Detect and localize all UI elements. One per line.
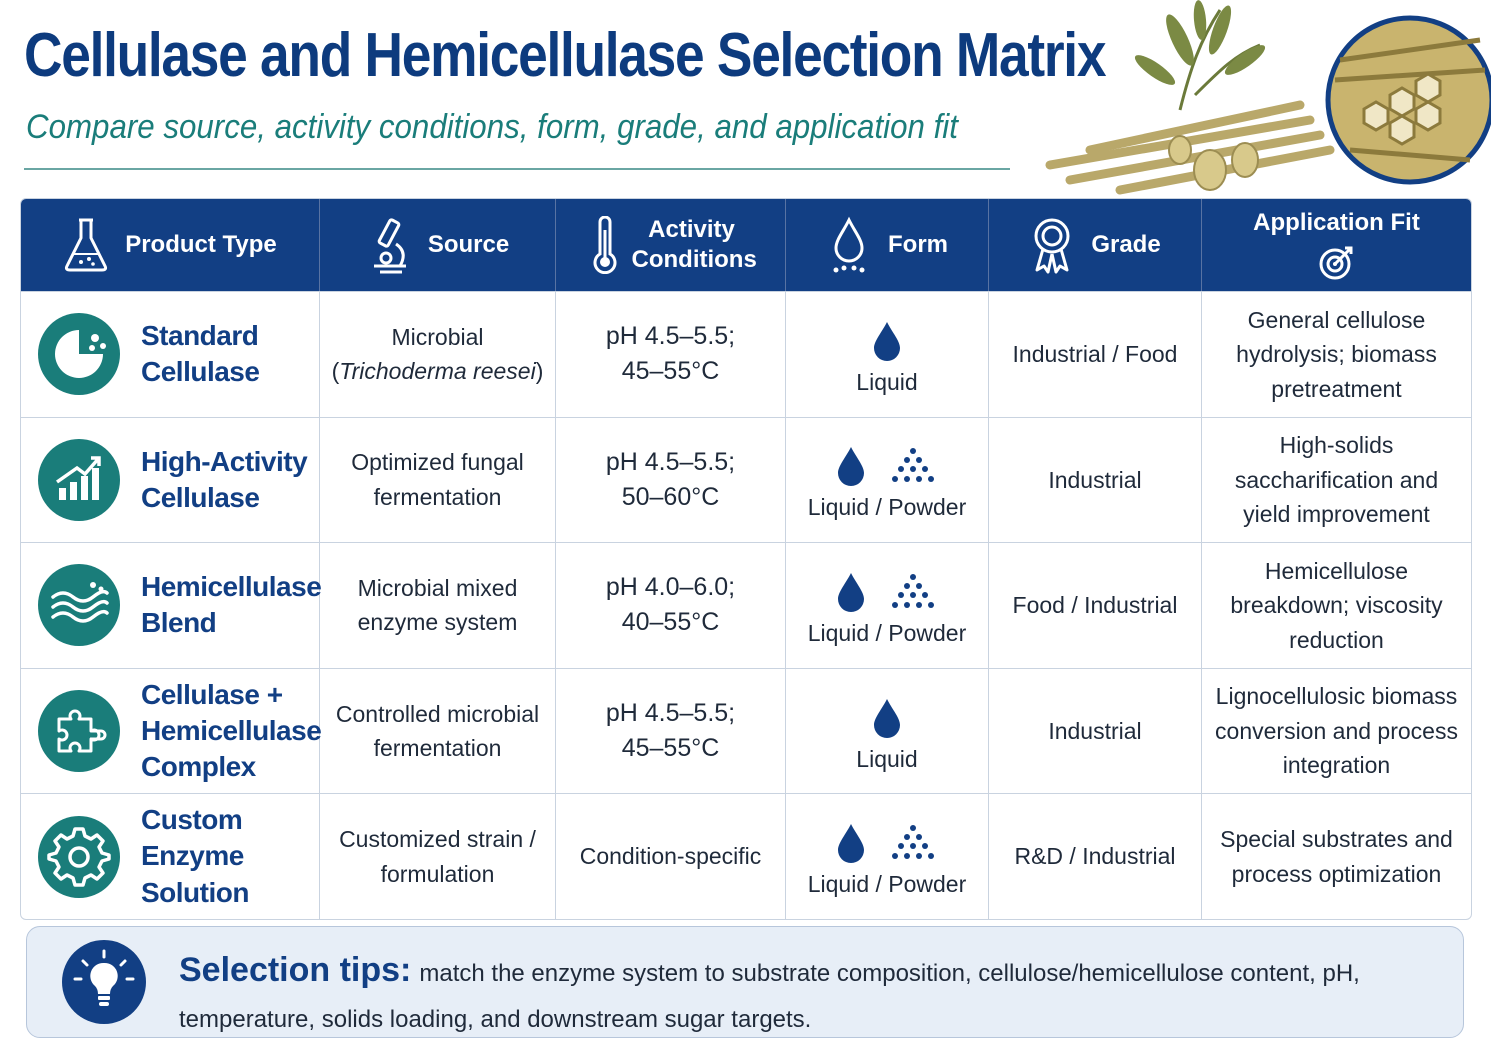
- droplet-icon: [872, 321, 902, 361]
- form-label: Liquid / Powder: [807, 494, 967, 521]
- award-ribbon-icon: [1034, 218, 1070, 274]
- product-type-cell: Standard Cellulase: [21, 292, 320, 417]
- pie-enzyme-icon: [38, 313, 120, 396]
- table-row: Custom Enzyme Solution Customized strain …: [21, 793, 1471, 919]
- application-fit-cell: High-solids saccharification and yield imp…: [1234, 432, 1439, 528]
- gear-icon: [38, 815, 120, 898]
- grade-cell: Food / Industrial: [989, 543, 1202, 668]
- powder-icon: [888, 823, 938, 863]
- source-cell: Microbial mixed enzyme system: [320, 543, 556, 668]
- application-fit-cell: Special substrates and process optimizati…: [1220, 826, 1453, 887]
- tips-body: match the enzyme system to substrate com…: [179, 960, 1360, 1034]
- growth-chart-icon: [38, 438, 120, 521]
- form-label: Liquid / Powder: [807, 619, 967, 646]
- selection-tips-box: Selection tips: match the enzyme system t…: [26, 926, 1464, 1038]
- form-label: Liquid: [856, 745, 918, 772]
- table-row: Hemicellulase Blend Microbial mixed enzyme…: [21, 542, 1471, 668]
- activity-conditions-cell: pH 4.5–5.5; 50–60°C: [556, 417, 786, 543]
- source-cell: Customized strain / formulation: [320, 794, 556, 919]
- grade-cell: Industrial / Food: [989, 292, 1202, 417]
- header-application-fit: Application Fit: [1202, 199, 1471, 291]
- puzzle-icon: [38, 690, 120, 773]
- activity-conditions-cell: pH 4.5–5.5; 45–55°C: [556, 292, 786, 417]
- activity-conditions-cell: Condition-specific: [556, 794, 786, 919]
- activity-conditions-cell: pH 4.5–5.5; 45–55°C: [556, 668, 786, 794]
- product-name: Cellulase + Hemicellulase Complex: [141, 679, 322, 782]
- header-label: Grade: [1091, 231, 1161, 258]
- application-fit-cell: General cellulose hydrolysis; biomass pret…: [1236, 306, 1437, 402]
- form-cell: Liquid / Powder: [786, 417, 989, 543]
- powder-icon: [888, 572, 938, 612]
- source-cell: Optimized fungal fermentation: [320, 417, 556, 543]
- header-form: Form: [786, 199, 989, 291]
- droplet-icon: [836, 823, 866, 863]
- source-cell: Microbial (Trichoderma reesei): [320, 292, 556, 417]
- form-cell: Liquid / Powder: [786, 794, 989, 919]
- application-fit-cell: Hemicellulose breakdown; viscosity reducti…: [1230, 557, 1443, 653]
- source-cell: Controlled microbial fermentation: [320, 668, 556, 794]
- table-row: Cellulase + Hemicellulase Complex Controll…: [21, 667, 1471, 794]
- table-header-row: Product Type Source Activity Conditions: [21, 199, 1471, 291]
- microscope-icon: [373, 218, 406, 274]
- form-label: Liquid: [856, 368, 918, 395]
- product-name: Custom Enzyme Solution: [141, 804, 249, 908]
- application-fit-cell: Lignocellulosic biomass conversion and pr…: [1215, 683, 1458, 779]
- title-divider: [24, 168, 1010, 170]
- lightbulb-icon: [62, 940, 146, 1024]
- product-type-cell: Custom Enzyme Solution: [21, 794, 320, 919]
- grade-cell: Industrial: [989, 417, 1202, 543]
- product-name: Standard Cellulase: [141, 319, 260, 388]
- activity-conditions-cell: pH 4.0–6.0; 40–55°C: [556, 543, 786, 668]
- header-label: Activity Conditions: [631, 216, 757, 273]
- product-name: Hemicellulase Blend: [141, 571, 322, 639]
- tips-text: Selection tips: match the enzyme system t…: [179, 941, 1379, 1041]
- form-cell: Liquid / Powder: [786, 543, 989, 668]
- product-type-cell: Cellulase + Hemicellulase Complex: [21, 668, 322, 794]
- header-source: Source: [320, 199, 556, 291]
- header-label: Source: [427, 231, 510, 258]
- droplet-icon: [836, 446, 866, 486]
- table-row: High-Activity Cellulase Optimized fungal f…: [21, 416, 1471, 543]
- tips-label: Selection tips:: [179, 951, 412, 989]
- waves-icon: [38, 564, 120, 647]
- thermometer-icon: [593, 216, 616, 274]
- header-product-type: Product Type: [21, 199, 320, 291]
- form-cell: Liquid: [786, 668, 989, 794]
- table-row: Standard Cellulase Microbial (Trichoderma …: [21, 291, 1471, 417]
- page-title: Cellulase and Hemicellulase Selection Ma…: [24, 21, 1106, 90]
- target-icon: [1319, 246, 1352, 280]
- product-name: High-Activity Cellulase: [141, 445, 308, 513]
- header-label: Form: [888, 231, 948, 258]
- droplet-icon: [833, 216, 865, 273]
- page-subtitle: Compare source, activity conditions, for…: [26, 108, 958, 146]
- biomass-illustration: [1045, 0, 1491, 195]
- header-grade: Grade: [989, 199, 1202, 291]
- selection-matrix-table: Product Type Source Activity Conditions: [20, 198, 1472, 920]
- flask-icon: [65, 218, 108, 272]
- product-type-cell: High-Activity Cellulase: [21, 417, 320, 543]
- header-label: Product Type: [125, 231, 277, 258]
- product-type-cell: Hemicellulase Blend: [21, 543, 322, 668]
- header-label: Application Fit: [1253, 209, 1420, 236]
- grade-cell: R&D / Industrial: [989, 794, 1202, 919]
- form-cell: Liquid: [786, 292, 989, 417]
- droplet-icon: [872, 698, 902, 738]
- form-label: Liquid / Powder: [807, 871, 967, 898]
- grade-cell: Industrial: [989, 668, 1202, 794]
- header-activity-conditions: Activity Conditions: [556, 199, 786, 291]
- powder-icon: [888, 446, 938, 486]
- droplet-icon: [836, 572, 866, 612]
